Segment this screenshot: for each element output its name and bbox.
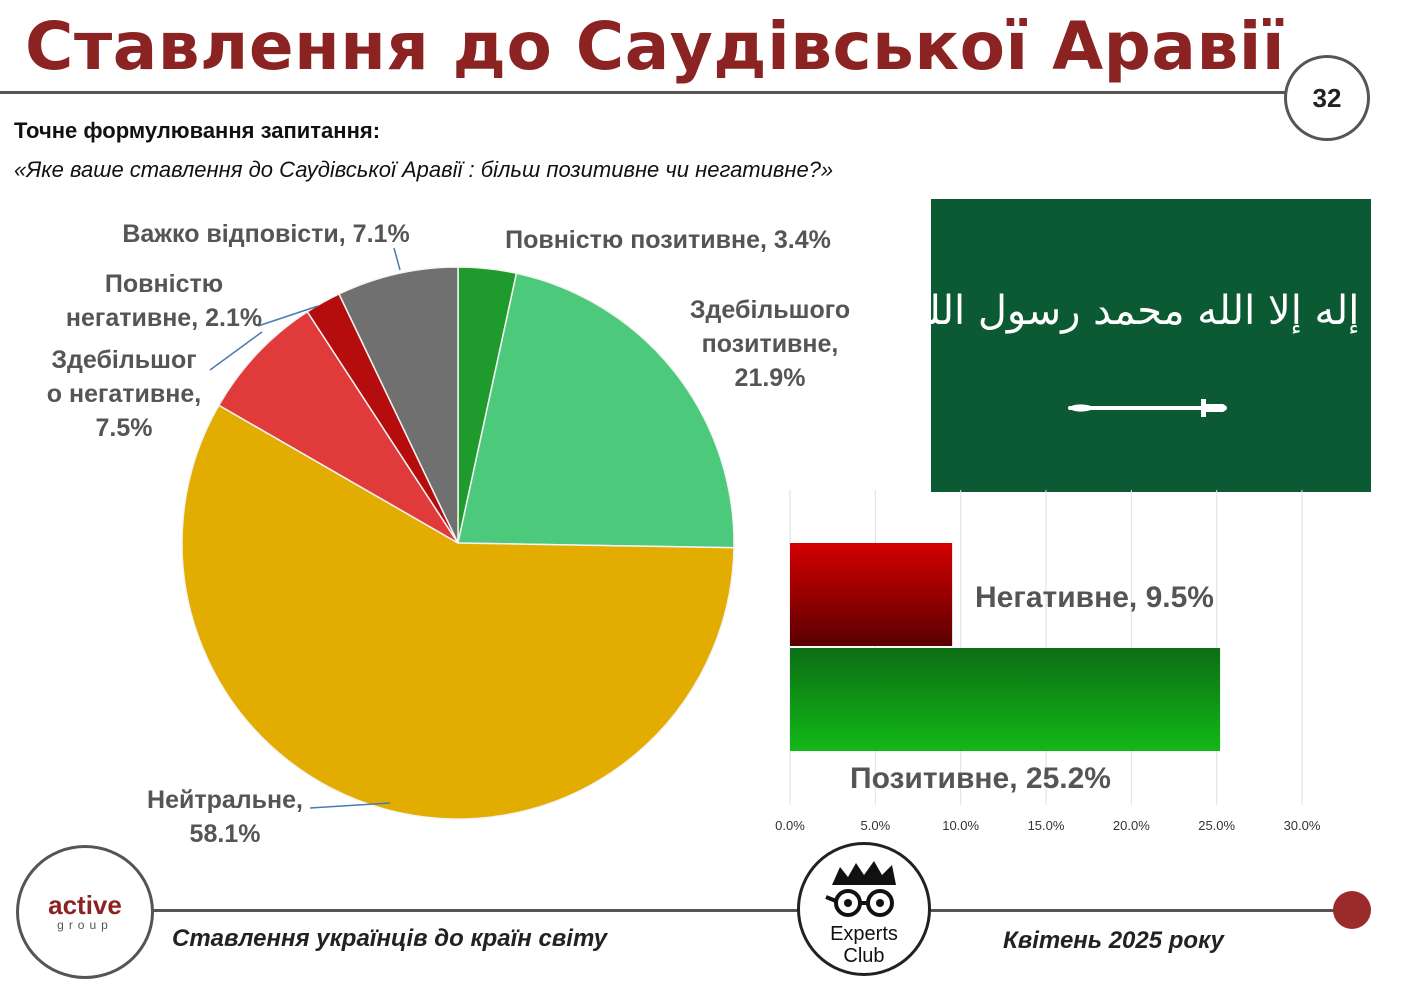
page-number-badge: 32 (1284, 55, 1370, 141)
bar-tick-label: 20.0% (1113, 818, 1150, 833)
pie-leader-line (257, 305, 319, 327)
saudi-flag-sword-icon (1068, 399, 1227, 417)
bar-rect (790, 543, 953, 646)
bar-tick-label: 25.0% (1198, 818, 1235, 833)
pie-data-label: Повністю негативне, 2.1% (66, 270, 262, 332)
bar-tick-label: 15.0% (1028, 818, 1065, 833)
pie-chart: Повністю позитивне, 3.4% Здебільшого позит… (47, 220, 850, 848)
decorative-dot (1333, 891, 1371, 929)
footer-divider (140, 909, 1355, 912)
pie-leader-line (209, 331, 263, 371)
bar-data-label: Позитивне, 25.2% (850, 762, 1111, 795)
page-title: Ставлення до Саудівської Аравії (25, 8, 1285, 85)
pie-data-label: Повністю позитивне, 3.4% (505, 226, 831, 254)
title-divider (0, 91, 1290, 94)
bar-tick-label: 0.0% (775, 818, 805, 833)
footer-date: Квітень 2025 року (1003, 927, 1224, 954)
active-group-logo: active group (16, 845, 154, 979)
flag-shahada: لا إله إلا الله محمد رسول الله (931, 288, 1371, 334)
bar-tick-label: 10.0% (942, 818, 979, 833)
pie-data-label: Здебільшог о негативне, 7.5% (47, 346, 201, 442)
logo-active-word: active (48, 890, 122, 920)
pie-data-label: Нейтральне, 58.1% (147, 786, 303, 848)
pie-slice (217, 310, 459, 544)
experts-club-logo: Experts Club (797, 842, 931, 976)
bar-tick-label: 30.0% (1284, 818, 1321, 833)
logo-club-word: Club (843, 945, 885, 967)
pie-data-label: Здебільшого позитивне, 21.9% (690, 296, 850, 392)
pie-leader-line (309, 802, 391, 809)
question-text: «Яке ваше ставлення до Саудівської Араві… (14, 157, 834, 182)
bar-chart: 0.0% 5.0% 10.0% 15.0% 20.0% 25.0% 30.0% Негатив… (775, 490, 1321, 833)
page-number: 32 (1312, 82, 1342, 113)
bar-data-label: Негативне, 9.5% (975, 581, 1214, 614)
question-label: Точне формулювання запитання: (14, 118, 381, 143)
flag-emblem: لا إله إلا الله محمد رسول الله (907, 288, 1395, 417)
pie-slice (181, 404, 735, 820)
glasses-face-icon (825, 861, 896, 917)
bar-tick-label: 5.0% (861, 818, 891, 833)
saudi-flag: لا إله إلا الله محمد رسول الله (907, 199, 1395, 492)
logo-experts-word: Experts (830, 923, 898, 945)
pie-slice (457, 272, 735, 549)
bar-rect (790, 648, 1221, 751)
pie-leader-line (393, 247, 401, 271)
logo-group-word: group (57, 918, 113, 932)
pie-data-label: Важко відповісти, 7.1% (122, 220, 409, 248)
pie-slice (338, 266, 459, 544)
footer-subject: Ставлення українців до країн світу (172, 925, 608, 952)
